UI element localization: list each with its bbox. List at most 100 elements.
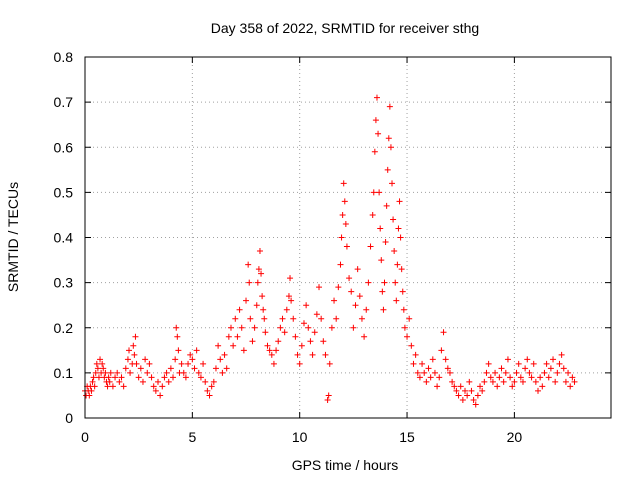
data-point xyxy=(455,392,462,399)
data-point xyxy=(528,374,535,381)
data-point xyxy=(382,239,389,246)
data-point xyxy=(253,302,260,309)
data-point xyxy=(217,356,224,363)
data-point xyxy=(423,378,430,385)
data-point xyxy=(399,288,406,295)
data-point xyxy=(313,311,320,318)
data-point xyxy=(361,333,368,340)
data-point xyxy=(175,347,182,354)
y-tick-label: 0.5 xyxy=(54,184,74,200)
data-point xyxy=(504,356,511,363)
data-point xyxy=(91,383,98,390)
data-point xyxy=(375,130,382,137)
data-point xyxy=(307,338,314,345)
data-point xyxy=(462,387,469,394)
data-point xyxy=(97,356,104,363)
data-point xyxy=(397,234,404,241)
data-point xyxy=(515,360,522,367)
data-point xyxy=(256,248,263,255)
data-point xyxy=(221,351,228,358)
data-point xyxy=(571,378,578,385)
data-point xyxy=(371,148,378,155)
y-tick-label: 0.8 xyxy=(54,49,74,65)
data-point xyxy=(100,365,107,372)
data-point xyxy=(481,378,488,385)
data-point xyxy=(243,297,250,304)
data-point xyxy=(509,383,516,390)
data-point xyxy=(270,360,277,367)
data-point xyxy=(88,387,95,394)
data-point xyxy=(154,378,161,385)
data-point xyxy=(348,288,355,295)
data-point xyxy=(260,306,267,313)
data-point xyxy=(519,378,526,385)
data-point xyxy=(429,356,436,363)
data-point xyxy=(492,369,499,376)
data-point xyxy=(394,261,401,268)
data-point xyxy=(511,378,518,385)
data-point xyxy=(150,383,157,390)
data-point xyxy=(283,306,290,313)
data-point xyxy=(367,243,374,250)
data-point xyxy=(124,356,131,363)
data-point xyxy=(328,324,335,331)
data-point xyxy=(339,211,346,218)
data-point xyxy=(268,351,275,358)
data-point xyxy=(391,248,398,255)
data-point xyxy=(324,396,331,403)
data-point xyxy=(526,369,533,376)
data-point xyxy=(444,365,451,372)
data-point xyxy=(395,225,402,232)
data-point xyxy=(326,360,333,367)
data-point xyxy=(494,383,501,390)
data-point xyxy=(161,374,168,381)
y-tick-label: 0.2 xyxy=(54,320,74,336)
y-tick-label: 0 xyxy=(65,410,73,426)
data-point xyxy=(139,378,146,385)
data-point xyxy=(398,266,405,273)
data-point xyxy=(127,369,134,376)
data-point xyxy=(137,365,144,372)
data-point xyxy=(331,297,338,304)
data-point xyxy=(436,374,443,381)
x-tick-label: 5 xyxy=(188,429,196,445)
data-point xyxy=(354,266,361,273)
y-tick-label: 0.1 xyxy=(54,365,74,381)
data-point xyxy=(316,284,323,291)
data-point xyxy=(133,360,140,367)
data-point xyxy=(410,360,417,367)
data-point xyxy=(95,374,102,381)
data-point xyxy=(384,166,391,173)
x-tick-label: 0 xyxy=(81,429,89,445)
data-point xyxy=(434,383,441,390)
data-point xyxy=(249,338,256,345)
data-point xyxy=(431,369,438,376)
data-point xyxy=(459,396,466,403)
data-point xyxy=(172,356,179,363)
x-tick-label: 10 xyxy=(292,429,308,445)
data-point xyxy=(210,378,217,385)
data-point xyxy=(449,378,456,385)
data-point xyxy=(90,374,97,381)
data-point xyxy=(200,360,207,367)
data-point xyxy=(122,365,129,372)
data-point xyxy=(412,351,419,358)
y-tick-label: 0.4 xyxy=(54,230,74,246)
data-point xyxy=(157,392,164,399)
data-point xyxy=(300,320,307,327)
data-point xyxy=(352,302,359,309)
data-points xyxy=(82,94,578,408)
data-point xyxy=(225,333,232,340)
data-point xyxy=(421,369,428,376)
data-point xyxy=(202,378,209,385)
data-point xyxy=(240,347,247,354)
data-point xyxy=(273,347,280,354)
data-point xyxy=(383,202,390,209)
data-point xyxy=(223,365,230,372)
data-point xyxy=(290,315,297,322)
data-point xyxy=(89,378,96,385)
data-point xyxy=(292,333,299,340)
data-point xyxy=(227,324,234,331)
data-point xyxy=(275,338,282,345)
